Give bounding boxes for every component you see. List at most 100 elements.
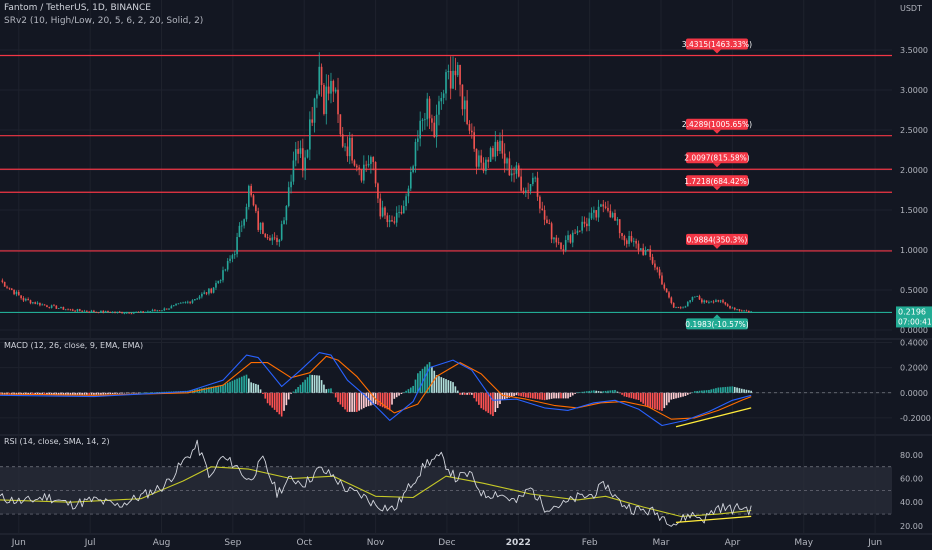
- macd-histogram-bar: [421, 368, 424, 393]
- macd-title: MACD (12, 26, close, 9, EMA, EMA): [4, 341, 143, 350]
- candle-body: [656, 267, 659, 270]
- level-label-text: 1.7218(684.42%): [684, 177, 750, 186]
- macd-histogram-bar: [46, 392, 48, 395]
- macd-histogram-bar: [567, 392, 569, 399]
- macd-histogram-bar: [142, 392, 145, 394]
- macd-histogram-bar: [590, 390, 593, 393]
- macd-histogram-bar: [109, 392, 112, 395]
- level-label-box: [686, 152, 748, 164]
- candle-body: [501, 140, 504, 154]
- macd-histogram-bar: [137, 392, 140, 394]
- candle-body: [69, 309, 72, 311]
- candle-body: [590, 212, 593, 219]
- macd-histogram-bar: [581, 391, 583, 393]
- macd-histogram-bar: [334, 392, 337, 398]
- candle-body: [372, 157, 375, 162]
- macd-histogram-bar: [365, 392, 368, 407]
- macd-histogram-bar: [597, 391, 600, 393]
- macd-histogram-bar: [424, 366, 426, 393]
- candle-body: [593, 210, 595, 213]
- macd-histogram-bar: [313, 375, 316, 393]
- macd-histogram-bar: [670, 392, 673, 400]
- x-tick-label: Aug: [153, 538, 171, 548]
- candle-body: [191, 300, 194, 303]
- macd-histogram-bar: [280, 392, 283, 417]
- candle-body: [22, 298, 25, 301]
- candle-body: [571, 232, 574, 243]
- candle-body: [339, 114, 342, 135]
- macd-histogram-bar: [672, 392, 675, 400]
- macd-histogram-bar: [107, 392, 109, 395]
- candle-body: [609, 210, 612, 218]
- macd-histogram-bar: [543, 392, 546, 401]
- candle-body: [515, 165, 518, 174]
- candle-body: [238, 225, 241, 237]
- candle-body: [747, 310, 750, 313]
- candle-body: [548, 223, 551, 225]
- macd-histogram-bar: [604, 390, 607, 393]
- candle-body: [489, 148, 492, 162]
- macd-histogram-bar: [661, 392, 663, 411]
- candle-body: [107, 311, 109, 313]
- candle-body: [618, 219, 621, 234]
- macd-histogram-bar: [705, 390, 708, 393]
- macd-histogram-bar: [677, 392, 680, 398]
- candle-body: [588, 218, 591, 227]
- macd-histogram-bar: [43, 392, 46, 395]
- candle-body: [513, 173, 515, 175]
- macd-histogram-bar: [468, 392, 471, 395]
- macd-histogram-bar: [745, 389, 748, 393]
- macd-histogram-bar: [299, 384, 302, 393]
- macd-histogram-bar: [339, 392, 342, 405]
- candle-body: [210, 288, 213, 293]
- macd-y-tick-label: -0.2000: [900, 414, 931, 423]
- candle-body: [226, 260, 229, 270]
- macd-histogram-bar: [236, 378, 238, 393]
- candle-body: [438, 101, 440, 115]
- macd-histogram-bar: [301, 382, 304, 393]
- macd-histogram-bar: [262, 392, 264, 394]
- macd-histogram-bar: [285, 392, 288, 406]
- candle-body: [719, 300, 722, 302]
- x-tick-label: Mar: [653, 538, 670, 548]
- macd-histogram-bar: [414, 379, 417, 393]
- candle-body: [428, 98, 431, 119]
- candle-body: [419, 120, 422, 139]
- macd-y-tick-label: 0.0000: [900, 389, 928, 398]
- candle-body: [569, 235, 572, 243]
- candle-body: [55, 305, 58, 309]
- candle-body: [76, 309, 79, 312]
- macd-histogram-bar: [419, 371, 422, 393]
- macd-histogram-bar: [679, 392, 682, 398]
- candle-body: [332, 80, 335, 92]
- macd-histogram-bar: [231, 380, 234, 393]
- candle-body: [400, 211, 403, 214]
- candle-body: [684, 306, 687, 308]
- candle-body: [522, 190, 525, 193]
- candle-body: [487, 159, 490, 162]
- macd-histogram-bar: [402, 392, 405, 393]
- macd-histogram-bar: [449, 381, 452, 393]
- macd-pane: 0.4000 0.2000 0.0000 -0.2000 MACD (12, 26, c…: [0, 339, 931, 428]
- candle-body: [485, 159, 487, 172]
- macd-histogram-bar: [208, 387, 210, 393]
- macd-histogram-bar: [100, 392, 102, 395]
- macd-histogram-bar: [691, 392, 694, 393]
- candle-body: [625, 240, 628, 244]
- macd-histogram-bar: [433, 370, 436, 393]
- candle-body: [123, 313, 126, 314]
- macd-histogram-bar: [32, 392, 34, 395]
- candle-body: [318, 66, 321, 95]
- candle-body: [222, 270, 224, 281]
- macd-histogram-bar: [398, 392, 400, 396]
- macd-histogram-bar: [663, 392, 666, 409]
- price-y-tick-label: 2.0000: [900, 166, 928, 175]
- candle-body: [412, 166, 414, 172]
- x-tick-label: May: [794, 538, 813, 548]
- macd-histogram-bar: [513, 392, 515, 397]
- macd-histogram-bar: [710, 389, 713, 393]
- candle-body: [696, 296, 698, 297]
- macd-histogram-bar: [482, 392, 485, 410]
